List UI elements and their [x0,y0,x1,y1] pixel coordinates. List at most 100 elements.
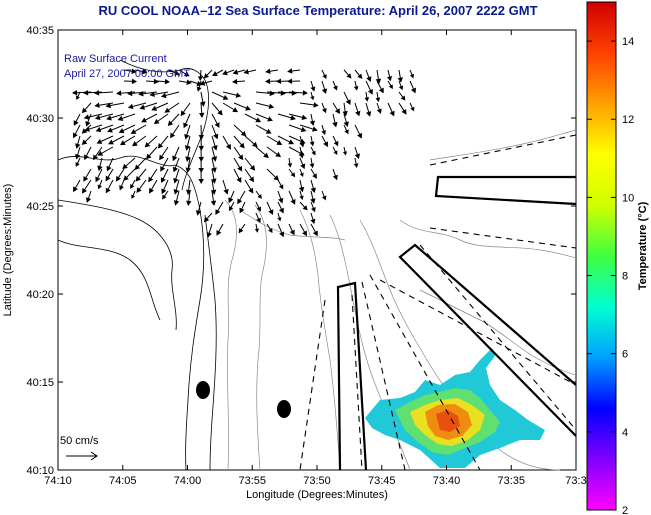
current-vector-arrow [85,190,92,203]
x-tick-label: 73:40 [433,475,461,487]
x-tick-label: 74:10 [44,475,72,487]
current-vector-arrow [397,69,403,83]
current-vector-arrow [119,179,125,191]
current-vector-arrow [275,78,290,85]
current-vector-arrow [198,168,204,185]
chart-title: RU COOL NOAA–12 Sea Surface Temperature:… [98,3,538,18]
y-tick-label: 40:20 [26,289,54,301]
current-vector-arrow [211,124,219,140]
current-vector-arrow [288,190,296,205]
current-vector-arrow [105,102,125,109]
colorbar-tick-label: 12 [622,114,634,126]
current-vector-arrow [353,157,359,168]
current-vector-arrow [184,135,191,151]
current-vector-arrow [135,168,147,182]
current-vector-arrow [387,102,395,117]
current-vector-arrow [108,135,125,145]
scale-arrow-icon [66,451,98,461]
current-vector-arrow [222,179,229,195]
current-vector-arrow [156,78,170,85]
current-vector-arrow [266,201,274,215]
current-vector-arrow [310,80,316,92]
current-vector-arrow [211,113,220,128]
scale-label: 50 cm/s [60,435,99,447]
current-vector-arrow [211,168,217,184]
current-vector-arrow [332,135,339,147]
annotation-line-1: Raw Surface Current [64,53,167,65]
current-vector-arrow [130,179,136,189]
y-tick-label: 40:15 [26,377,54,389]
current-vector-arrow [277,179,284,190]
current-vector-arrow [310,146,316,156]
current-vector-arrow [288,168,296,178]
current-vector-arrow [354,102,361,117]
current-vector-arrow [96,135,114,144]
current-vector-arrow [287,68,301,74]
current-vector-arrow [160,157,169,172]
current-vector-arrow [94,102,114,108]
current-vector-arrow [254,223,260,233]
current-vector-arrow [185,146,191,162]
current-vector-arrow [287,157,293,168]
current-vector-arrow [299,190,304,201]
current-vector-arrow [160,168,169,184]
current-vector-arrow [84,146,92,161]
current-vector-arrow [73,113,81,126]
current-vector-arrow [266,135,283,146]
current-vector-arrow [131,190,136,200]
current-vector-arrow [387,80,393,90]
y-axis-label: Latitude (Degrees:Minutes) [2,184,14,317]
current-vector-arrow [398,91,406,101]
current-vector-arrow [375,91,381,103]
current-vector-arrow [332,102,340,115]
current-vector-arrow [266,223,273,234]
current-vector-arrow [332,113,338,128]
current-vector-arrow [255,113,273,122]
current-vector-arrow [244,113,262,123]
current-vector-arrow [255,146,269,159]
current-vector-arrow [151,102,169,111]
current-vector-arrow [310,212,316,225]
current-vector-arrow [288,113,308,121]
current-vector-arrow [376,80,384,94]
current-vector-arrow [211,146,218,162]
x-tick-label: 74:00 [174,475,202,487]
current-vector-arrow [298,179,305,193]
current-vector-arrow [134,68,148,75]
current-vector-arrow [119,135,136,146]
current-vector-arrow [183,113,191,129]
current-vector-arrow [343,113,349,127]
colorbar [586,1,617,511]
current-vector-arrow [342,102,348,117]
current-vector-arrow [309,135,315,147]
current-vector-arrow [127,102,147,110]
radar-sectors [336,175,577,471]
current-vector-arrow [172,146,180,162]
current-vector-arrow [105,179,114,194]
current-vector-arrow [342,146,348,156]
current-vector-arrow [92,146,103,161]
current-vector-arrow [243,69,257,75]
x-tick-label: 73:45 [368,475,396,487]
current-vector-arrow [229,201,235,212]
current-vector-arrow [354,124,363,139]
current-vector-arrow [105,168,114,182]
current-vector-arrow [97,157,103,172]
current-vector-arrow [299,157,306,170]
current-vector-arrow [255,124,272,134]
current-vector-arrow [299,102,319,108]
current-vector-arrow [81,102,92,114]
current-vector-arrow [134,157,147,171]
current-vector-arrow [332,168,338,181]
current-vector-arrow [222,135,231,150]
current-vector-arrow [321,102,327,114]
x-tick-label: 74:05 [109,475,137,487]
current-vector-arrow [288,223,295,236]
current-vector-arrow [233,102,251,111]
current-vector-arrow [321,135,328,148]
y-tick-label: 40:30 [26,113,54,125]
current-vector-arrow [139,102,158,110]
current-vector-arrow [199,80,213,86]
current-vector-arrow [72,124,81,139]
current-vector-arrow [265,68,279,74]
